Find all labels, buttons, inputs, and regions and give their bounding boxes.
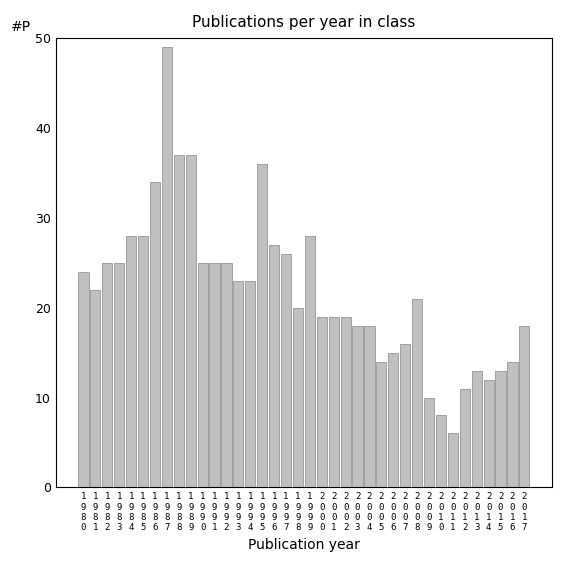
Bar	[484, 379, 494, 488]
Bar	[174, 155, 184, 488]
Bar	[448, 433, 458, 488]
Bar	[365, 325, 375, 488]
Bar	[221, 263, 231, 488]
Bar	[341, 316, 350, 488]
Bar	[126, 236, 136, 488]
Bar	[376, 362, 387, 488]
Bar	[138, 236, 148, 488]
Bar	[400, 344, 411, 488]
Bar	[245, 281, 255, 488]
Title: Publications per year in class: Publications per year in class	[192, 15, 416, 30]
Bar	[257, 164, 267, 488]
Bar	[412, 299, 422, 488]
Y-axis label: #P: #P	[11, 20, 31, 33]
Bar	[305, 236, 315, 488]
Bar	[329, 316, 338, 488]
Bar	[233, 281, 243, 488]
Bar	[102, 263, 112, 488]
Bar	[519, 325, 530, 488]
Bar	[460, 388, 470, 488]
Bar	[90, 290, 100, 488]
Bar	[293, 308, 303, 488]
Bar	[496, 371, 506, 488]
Bar	[269, 245, 279, 488]
Bar	[281, 254, 291, 488]
Bar	[162, 47, 172, 488]
Bar	[114, 263, 124, 488]
Bar	[197, 263, 208, 488]
Bar	[507, 362, 518, 488]
Bar	[317, 316, 327, 488]
X-axis label: Publication year: Publication year	[248, 538, 360, 552]
Bar	[209, 263, 219, 488]
Bar	[472, 371, 482, 488]
Bar	[150, 182, 160, 488]
Bar	[78, 272, 88, 488]
Bar	[424, 397, 434, 488]
Bar	[388, 353, 399, 488]
Bar	[436, 416, 446, 488]
Bar	[353, 325, 363, 488]
Bar	[185, 155, 196, 488]
